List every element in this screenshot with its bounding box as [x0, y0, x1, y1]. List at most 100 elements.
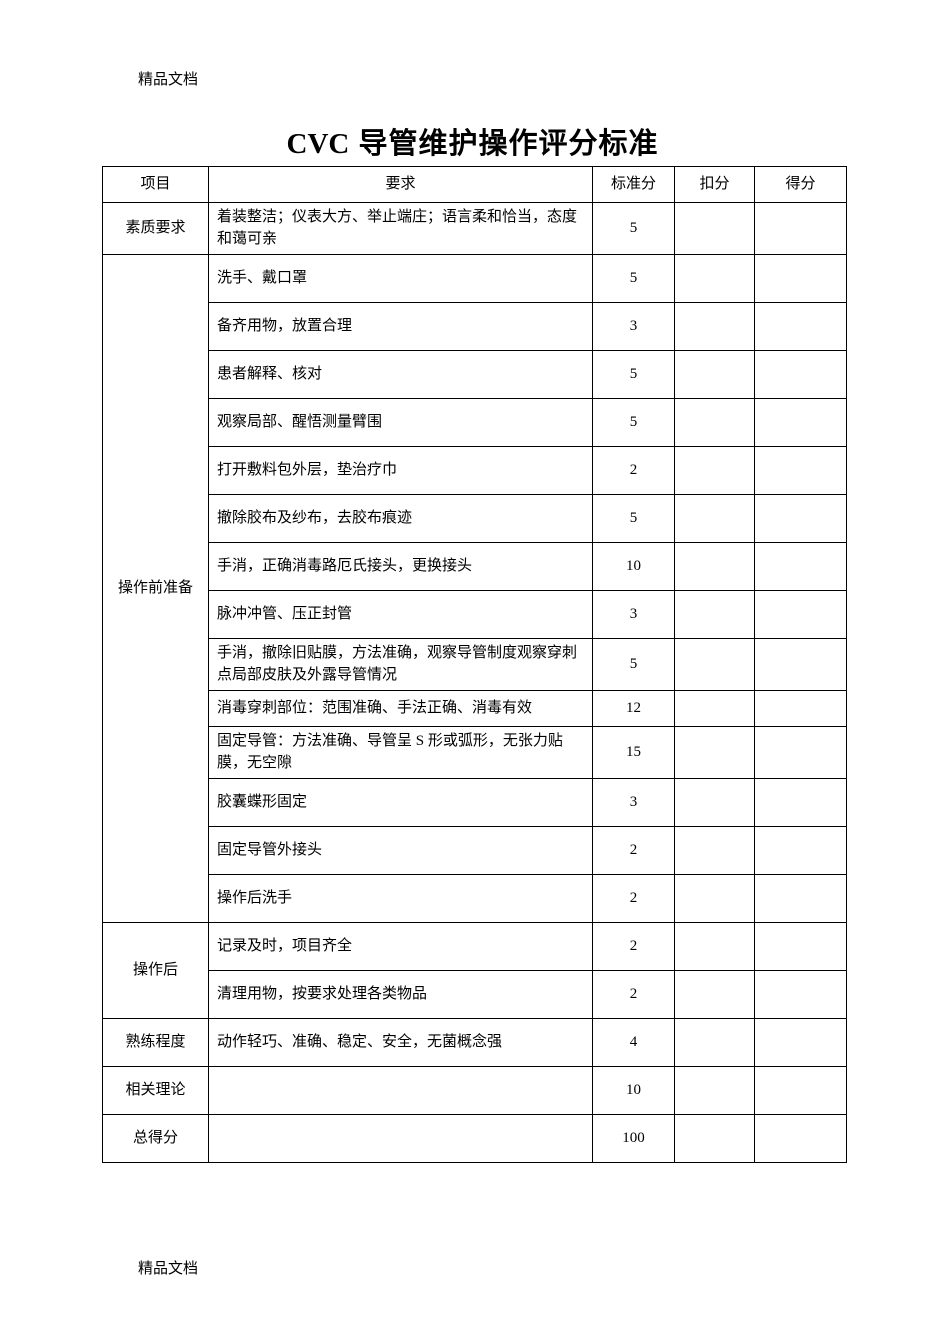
requirement-cell: 固定导管：方法准确、导管呈 S 形或弧形，无张力贴膜，无空隙: [209, 727, 593, 779]
deduction-cell: [675, 1115, 755, 1163]
col-header-standard: 标准分: [593, 167, 675, 203]
item-cell: 素质要求: [103, 203, 209, 255]
standard-score-cell: 15: [593, 727, 675, 779]
requirement-cell: 消毒穿刺部位：范围准确、手法正确、消毒有效: [209, 691, 593, 727]
requirement-cell: 患者解释、核对: [209, 351, 593, 399]
requirement-cell: 手消，撤除旧贴膜，方法准确，观察导管制度观察穿刺点局部皮肤及外露导管情况: [209, 639, 593, 691]
title-cjk: 导管维护操作评分标准: [349, 128, 658, 160]
standard-score-cell: 3: [593, 303, 675, 351]
requirement-cell: 操作后洗手: [209, 875, 593, 923]
requirement-cell: [209, 1115, 593, 1163]
item-cell: 相关理论: [103, 1067, 209, 1115]
deduction-cell: [675, 303, 755, 351]
scoring-table: 项目 要求 标准分 扣分 得分 素质要求着装整洁；仪表大方、举止端庄；语言柔和恰…: [102, 166, 847, 1163]
deduction-cell: [675, 203, 755, 255]
item-cell: 总得分: [103, 1115, 209, 1163]
score-cell: [755, 639, 847, 691]
table-row: 固定导管：方法准确、导管呈 S 形或弧形，无张力贴膜，无空隙15: [103, 727, 847, 779]
score-cell: [755, 1067, 847, 1115]
requirement-cell: [209, 1067, 593, 1115]
col-header-requirement: 要求: [209, 167, 593, 203]
score-cell: [755, 1115, 847, 1163]
standard-score-cell: 5: [593, 639, 675, 691]
requirement-cell: 着装整洁；仪表大方、举止端庄；语言柔和恰当，态度和蔼可亲: [209, 203, 593, 255]
score-cell: [755, 303, 847, 351]
table-row: 患者解释、核对5: [103, 351, 847, 399]
requirement-cell: 固定导管外接头: [209, 827, 593, 875]
deduction-cell: [675, 255, 755, 303]
table-header-row: 项目 要求 标准分 扣分 得分: [103, 167, 847, 203]
requirement-cell: 打开敷料包外层，垫治疗巾: [209, 447, 593, 495]
deduction-cell: [675, 1067, 755, 1115]
standard-score-cell: 4: [593, 1019, 675, 1067]
standard-score-cell: 3: [593, 779, 675, 827]
table-row: 手消，正确消毒路厄氏接头，更换接头10: [103, 543, 847, 591]
table-row: 观察局部、醒悟测量臂围5: [103, 399, 847, 447]
table-row: 总得分 100: [103, 1115, 847, 1163]
table-row: 脉冲冲管、压正封管3: [103, 591, 847, 639]
deduction-cell: [675, 691, 755, 727]
title-latin: CVC: [287, 128, 350, 160]
score-cell: [755, 779, 847, 827]
requirement-cell: 动作轻巧、准确、稳定、安全，无菌概念强: [209, 1019, 593, 1067]
score-cell: [755, 923, 847, 971]
score-cell: [755, 827, 847, 875]
score-cell: [755, 875, 847, 923]
score-cell: [755, 203, 847, 255]
requirement-cell: 记录及时，项目齐全: [209, 923, 593, 971]
col-header-item: 项目: [103, 167, 209, 203]
deduction-cell: [675, 639, 755, 691]
deduction-cell: [675, 827, 755, 875]
score-cell: [755, 351, 847, 399]
requirement-cell: 手消，正确消毒路厄氏接头，更换接头: [209, 543, 593, 591]
standard-score-cell: 3: [593, 591, 675, 639]
score-cell: [755, 1019, 847, 1067]
standard-score-cell: 12: [593, 691, 675, 727]
footer-watermark: 精品文档: [138, 1257, 198, 1278]
table-row: 胶囊蝶形固定3: [103, 779, 847, 827]
requirement-cell: 脉冲冲管、压正封管: [209, 591, 593, 639]
standard-score-cell: 5: [593, 203, 675, 255]
standard-score-cell: 2: [593, 827, 675, 875]
deduction-cell: [675, 351, 755, 399]
standard-score-cell: 5: [593, 351, 675, 399]
deduction-cell: [675, 971, 755, 1019]
item-cell: 操作前准备: [103, 255, 209, 923]
standard-score-cell: 10: [593, 1067, 675, 1115]
deduction-cell: [675, 1019, 755, 1067]
table-row: 素质要求着装整洁；仪表大方、举止端庄；语言柔和恰当，态度和蔼可亲5: [103, 203, 847, 255]
table-row: 手消，撤除旧贴膜，方法准确，观察导管制度观察穿刺点局部皮肤及外露导管情况5: [103, 639, 847, 691]
score-cell: [755, 727, 847, 779]
score-cell: [755, 255, 847, 303]
deduction-cell: [675, 543, 755, 591]
standard-score-cell: 5: [593, 399, 675, 447]
standard-score-cell: 2: [593, 923, 675, 971]
score-cell: [755, 691, 847, 727]
requirement-cell: 备齐用物，放置合理: [209, 303, 593, 351]
col-header-deduction: 扣分: [675, 167, 755, 203]
deduction-cell: [675, 399, 755, 447]
table-row: 打开敷料包外层，垫治疗巾2: [103, 447, 847, 495]
score-cell: [755, 399, 847, 447]
table-row: 固定导管外接头2: [103, 827, 847, 875]
score-cell: [755, 495, 847, 543]
deduction-cell: [675, 495, 755, 543]
table-row: 清理用物，按要求处理各类物品2: [103, 971, 847, 1019]
requirement-cell: 胶囊蝶形固定: [209, 779, 593, 827]
requirement-cell: 清理用物，按要求处理各类物品: [209, 971, 593, 1019]
deduction-cell: [675, 923, 755, 971]
standard-score-cell: 5: [593, 255, 675, 303]
item-cell: 操作后: [103, 923, 209, 1019]
score-cell: [755, 447, 847, 495]
table-row: 撤除胶布及纱布，去胶布痕迹5: [103, 495, 847, 543]
standard-score-cell: 10: [593, 543, 675, 591]
standard-score-cell: 100: [593, 1115, 675, 1163]
item-cell: 熟练程度: [103, 1019, 209, 1067]
requirement-cell: 洗手、戴口罩: [209, 255, 593, 303]
table-row: 操作后记录及时，项目齐全2: [103, 923, 847, 971]
requirement-cell: 观察局部、醒悟测量臂围: [209, 399, 593, 447]
table-row: 熟练程度动作轻巧、准确、稳定、安全，无菌概念强4: [103, 1019, 847, 1067]
score-cell: [755, 971, 847, 1019]
table-row: 操作后洗手2: [103, 875, 847, 923]
col-header-score: 得分: [755, 167, 847, 203]
